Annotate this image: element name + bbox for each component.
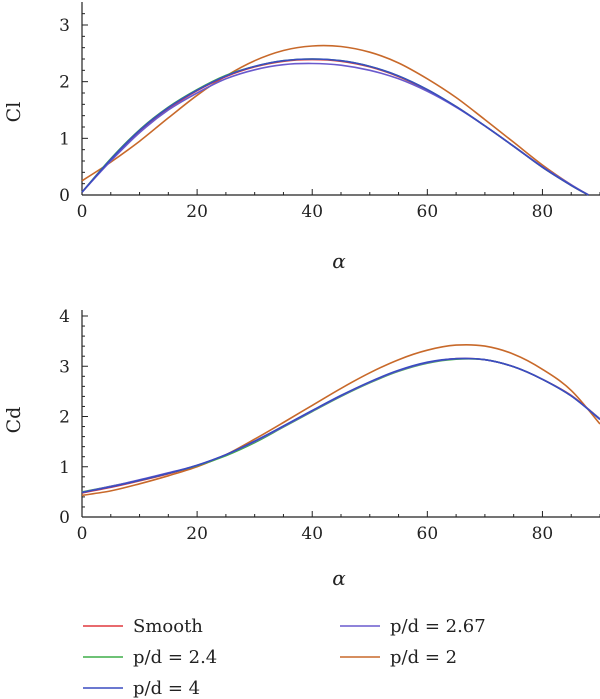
x-tick-label: 0 (77, 202, 88, 222)
series-line-p-d-2-4 (81, 357, 600, 493)
legend: Smooth p/d = 2.4 p/d = 4 p/d = 2.67 p/d = 2 (83, 616, 486, 699)
y-tick-label: 4 (59, 307, 70, 327)
y-tick-label: 2 (59, 73, 70, 93)
x-tick-label: 40 (301, 202, 323, 222)
x-tick-label: 20 (186, 202, 208, 222)
legend-label-smooth: Smooth (133, 616, 203, 637)
series-line-p-d-4 (81, 357, 600, 494)
x-tick-label: 80 (532, 202, 554, 222)
y-tick-label: 1 (59, 458, 70, 478)
y-tick-label: 0 (59, 186, 70, 206)
series-line-p-d-2-67 (81, 357, 600, 494)
legend-label-p-d-2-4: p/d = 2.4 (133, 647, 217, 668)
x-tick-label: 40 (301, 524, 323, 544)
y-tick-label: 3 (59, 16, 70, 36)
x-axis-label: α (332, 566, 346, 590)
y-tick-label: 3 (59, 357, 70, 377)
series-line-p-d-2 (81, 44, 589, 196)
cd-chart-panel: 0 20 40 60 80 0 1 2 3 4 α Cd (3, 307, 600, 590)
legend-label-p-d-2: p/d = 2 (390, 647, 457, 668)
x-tick-label: 60 (417, 524, 439, 544)
y-axis-label: Cl (3, 102, 25, 123)
series-line-p-d-4 (81, 58, 589, 196)
y-tick-label: 0 (59, 508, 70, 528)
series-line-p-d-2-67 (81, 62, 589, 196)
x-axis-label: α (332, 249, 346, 273)
legend-label-p-d-4: p/d = 4 (133, 678, 200, 699)
y-tick-label: 1 (59, 129, 70, 149)
legend-label-p-d-2-67: p/d = 2.67 (390, 616, 486, 637)
cl-chart-panel: 0 20 40 60 80 0 1 2 3 α Cl (3, 2, 600, 273)
x-tick-label: 20 (186, 524, 208, 544)
x-tick-label: 80 (532, 524, 554, 544)
x-tick-label: 60 (417, 202, 439, 222)
series-line-smooth (81, 357, 600, 494)
x-tick-label: 0 (77, 524, 88, 544)
y-axis-label: Cd (3, 407, 25, 434)
y-tick-label: 2 (59, 408, 70, 428)
series-line-p-d-2 (81, 343, 600, 497)
